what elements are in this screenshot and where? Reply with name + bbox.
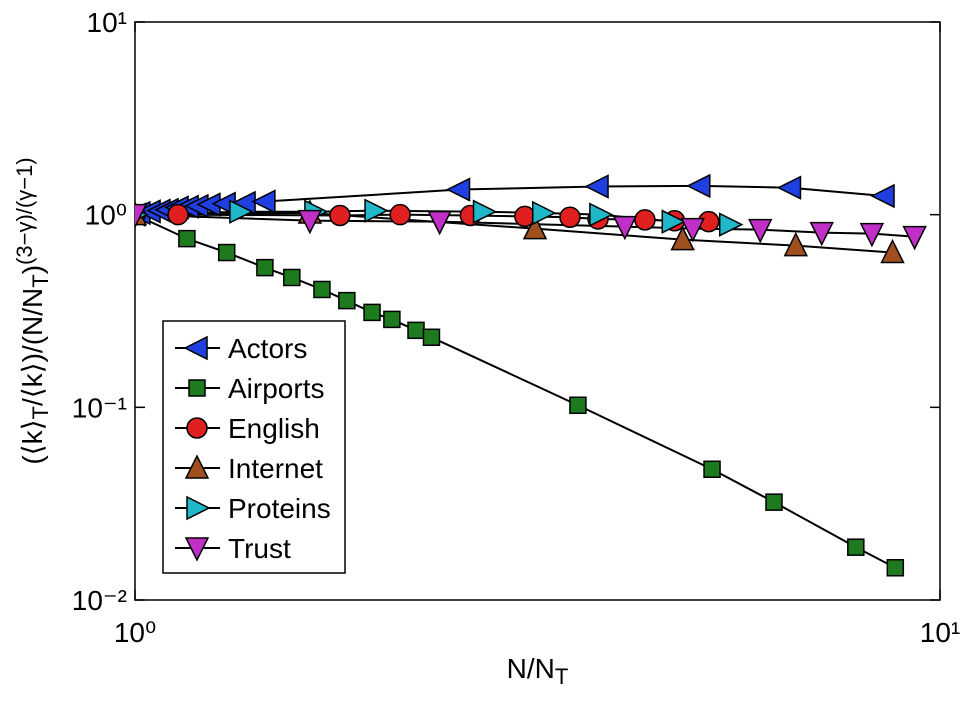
marker — [880, 238, 905, 264]
legend-marker — [186, 417, 208, 439]
legend-marker — [183, 335, 208, 361]
marker — [383, 310, 401, 329]
marker — [569, 396, 587, 415]
marker — [445, 177, 471, 202]
marker — [167, 203, 189, 226]
x-axis-label-part: T — [555, 664, 568, 689]
legend-label: Trust — [228, 533, 291, 564]
series-line — [135, 212, 893, 254]
marker — [251, 189, 276, 214]
marker — [531, 200, 557, 226]
marker — [559, 206, 581, 228]
marker — [634, 209, 656, 231]
legend-marker — [184, 537, 210, 562]
marker — [680, 217, 705, 243]
marker — [886, 559, 905, 577]
y-tick-label: 10¹ — [87, 7, 127, 38]
marker — [686, 173, 711, 199]
marker — [776, 175, 802, 200]
marker — [902, 225, 927, 251]
marker — [870, 183, 895, 209]
x-tick-label: 10¹ — [920, 617, 960, 648]
marker — [765, 493, 783, 511]
marker — [612, 215, 638, 241]
series-line — [135, 213, 896, 569]
marker — [522, 214, 548, 240]
y-axis-label-part: T — [28, 274, 53, 287]
marker — [847, 538, 865, 556]
marker — [338, 291, 356, 310]
x-axis-label: N/NT — [507, 653, 569, 689]
marker — [135, 203, 148, 229]
y-tick-label: 10⁰ — [85, 200, 127, 231]
marker — [329, 204, 351, 227]
marker — [670, 225, 695, 251]
marker — [427, 210, 452, 236]
marker — [472, 199, 498, 224]
marker — [748, 218, 773, 244]
y-axis-label-part: /⟨k⟩)/(N/N — [17, 288, 48, 406]
legend-label: Airports — [228, 373, 324, 404]
marker — [407, 321, 425, 340]
marker — [703, 460, 721, 479]
marker — [809, 221, 834, 247]
marker — [783, 231, 809, 257]
legend-label: Internet — [228, 453, 323, 484]
y-axis-label-part: (⟨k⟩ — [17, 419, 48, 464]
y-axis-label-part: (3−γ)/(γ−1) — [12, 157, 37, 265]
y-tick-label: 10⁻¹ — [72, 392, 127, 423]
marker — [364, 198, 389, 223]
y-axis-label-part: ) — [17, 265, 48, 274]
legend-label: Actors — [228, 333, 307, 364]
marker — [584, 174, 609, 199]
marker — [389, 203, 411, 226]
marker — [718, 212, 744, 237]
marker — [178, 229, 196, 248]
marker — [297, 209, 323, 235]
marker — [422, 328, 441, 347]
legend-marker — [184, 454, 210, 479]
y-tick-label: 10⁻² — [72, 585, 127, 616]
marker — [859, 222, 885, 248]
marker — [313, 280, 331, 299]
marker — [229, 199, 254, 224]
legend-marker — [186, 495, 211, 521]
plot-layer — [135, 173, 927, 577]
legend-marker — [188, 379, 206, 397]
marker — [661, 209, 686, 234]
x-tick-label: 10⁰ — [114, 617, 156, 648]
marker — [217, 243, 236, 262]
legend-label: English — [228, 413, 320, 444]
y-axis-label: (⟨k⟩T/⟨k⟩)/(N/NT)(3−γ)/(γ−1) — [12, 157, 52, 464]
legend-label: Proteins — [228, 493, 331, 524]
legend-box — [162, 320, 346, 574]
x-axis-label-part: N/N — [507, 653, 555, 684]
y-axis-label-part: T — [28, 406, 53, 419]
marker — [256, 258, 274, 277]
marker — [283, 268, 301, 287]
marker — [363, 303, 381, 322]
marker — [589, 202, 614, 227]
axes-box — [134, 21, 941, 601]
